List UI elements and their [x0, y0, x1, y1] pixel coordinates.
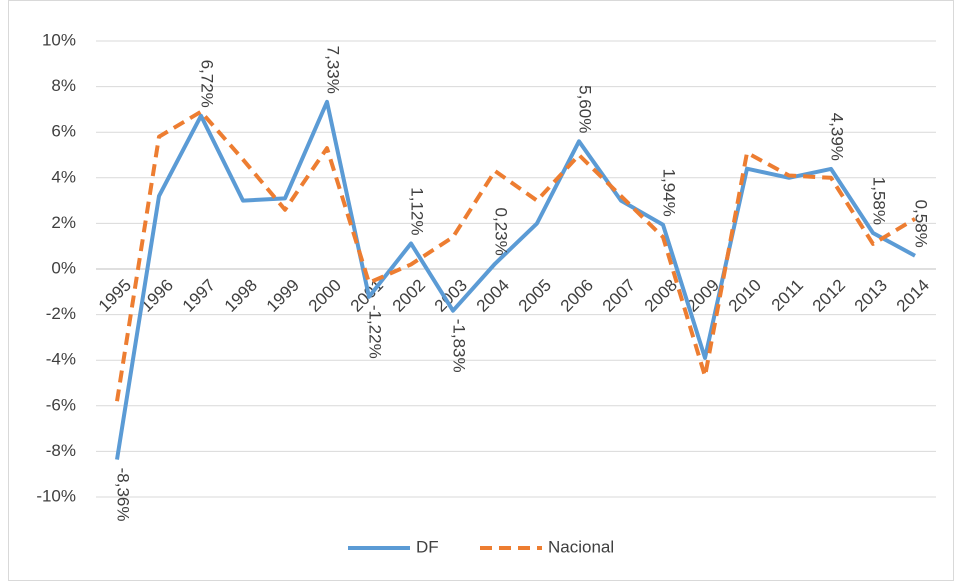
y-tick-label: 6% [51, 122, 76, 141]
data-line [115, 109, 917, 402]
data-label: 1,94% [660, 169, 679, 217]
data-label: -1,83% [450, 319, 469, 373]
data-label: 6,72% [198, 60, 217, 108]
y-tick-label: -6% [46, 395, 76, 414]
legend-label: DF [416, 537, 439, 556]
data-label: 1,58% [870, 177, 889, 225]
data-label: -8,36% [114, 468, 133, 522]
y-tick-label: 4% [51, 167, 76, 186]
data-label: 5,60% [576, 85, 595, 133]
data-label: -1,22% [366, 305, 385, 359]
data-label: 0,23% [492, 208, 511, 256]
data-label: 4,39% [828, 113, 847, 161]
y-tick-label: -2% [46, 304, 76, 323]
y-tick-label: 8% [51, 76, 76, 95]
y-tick-label: -8% [46, 441, 76, 460]
y-tick-label: -4% [46, 350, 76, 369]
y-tick-label: 0% [51, 258, 76, 277]
legend-label: Nacional [548, 537, 614, 556]
y-tick-label: 10% [42, 30, 76, 49]
data-line [115, 99, 916, 460]
y-tick-label: 2% [51, 213, 76, 232]
data-label: 1,12% [408, 187, 427, 235]
data-label: 7,33% [324, 46, 343, 94]
chart-border [8, 0, 954, 581]
data-label: 0,58% [912, 200, 931, 248]
y-tick-label: -10% [36, 486, 76, 505]
